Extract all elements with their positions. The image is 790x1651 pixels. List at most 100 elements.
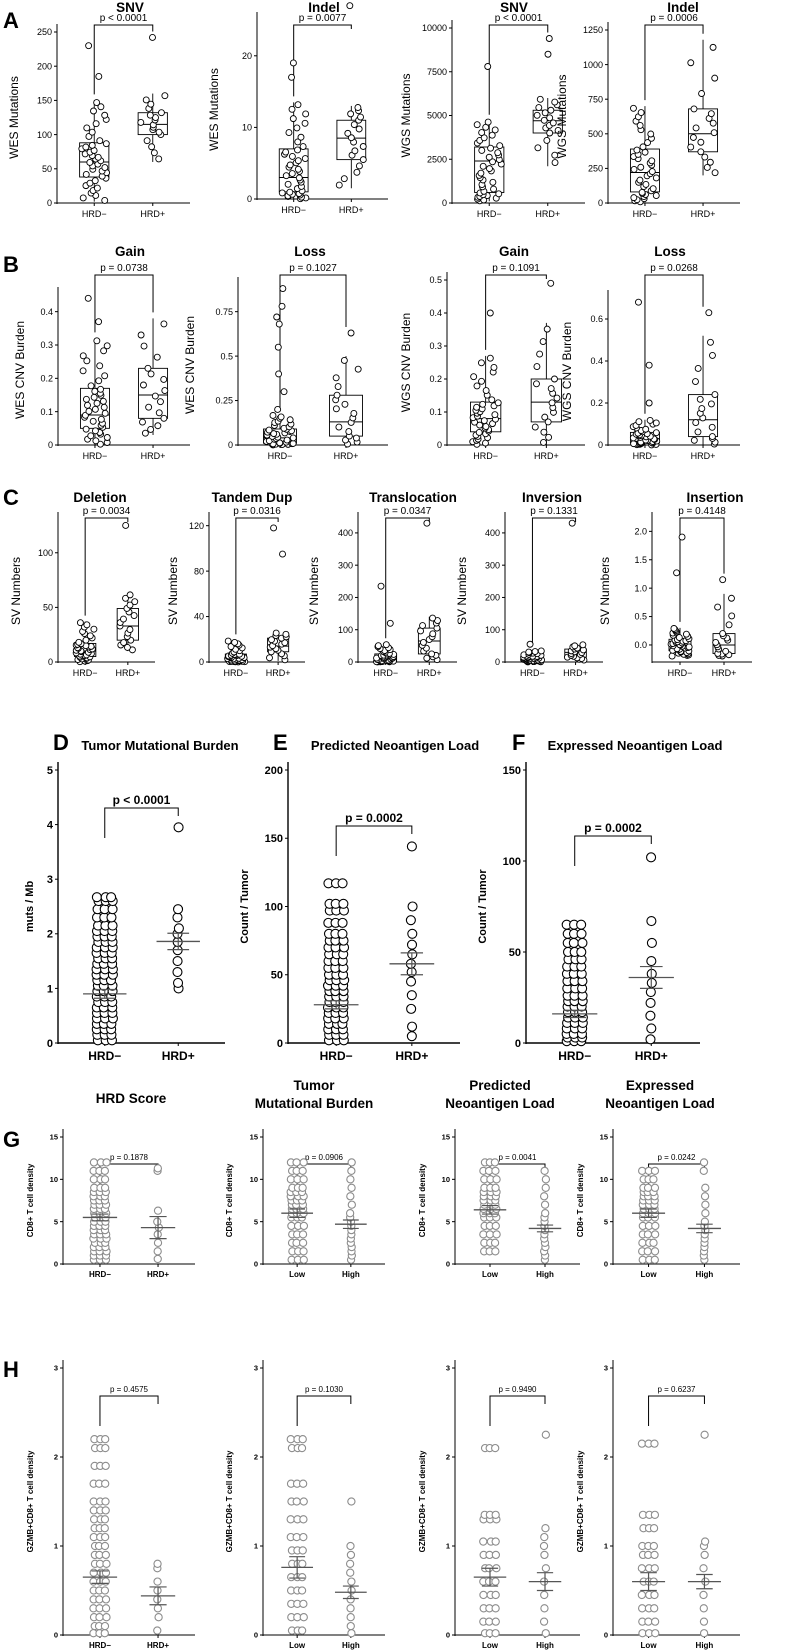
data-point [294, 101, 302, 109]
data-point [153, 1595, 162, 1604]
x-tick-label: HRD− [477, 209, 502, 219]
y-tick-label: 0.5 [220, 351, 233, 361]
y-tick-label: 0 [48, 440, 53, 450]
data-point [90, 393, 98, 401]
data-point [147, 100, 155, 108]
outlier-point [645, 361, 653, 369]
data-point [491, 1590, 500, 1600]
chart-5: 0 0.1 0.2 0.3 0.4 HRD− HRD+ WES CNV Burden Gain p… [13, 244, 190, 461]
data-point [541, 109, 549, 117]
chart-20: 0 5 10 15 Low High CD8+ T cell density Expresse… [576, 1078, 740, 1279]
y-tick-label: 100 [338, 625, 353, 635]
y-tick-label: 0 [598, 198, 603, 208]
data-point [298, 1559, 307, 1568]
data-point [650, 1166, 660, 1176]
data-point [297, 1443, 307, 1453]
data-point [489, 178, 497, 186]
data-point [146, 111, 154, 119]
y-tick-label: 0 [47, 1038, 53, 1050]
y-tick-label: 5 [254, 1217, 258, 1226]
x-tick-label: High [342, 1270, 360, 1279]
data-point [554, 127, 562, 134]
significance-bracket [104, 807, 179, 838]
p-value-label: p = 0.1878 [110, 1153, 149, 1162]
data-point [346, 1621, 355, 1631]
data-point [100, 403, 108, 411]
data-point [696, 395, 704, 403]
data-point [699, 1158, 709, 1167]
data-point [492, 1175, 501, 1184]
chart-title: Expressed Neoantigen Load [548, 738, 723, 753]
data-point [224, 637, 232, 645]
y-tick-label: 1.0 [634, 583, 647, 593]
p-value-label: p = 0.0906 [305, 1153, 344, 1162]
data-point [699, 1617, 709, 1626]
y-tick-label: 15 [442, 1133, 450, 1142]
data-point [338, 898, 349, 909]
data-point [91, 427, 99, 435]
data-point [334, 383, 342, 390]
data-point [690, 105, 698, 113]
p-value-label: p < 0.0001 [495, 13, 543, 24]
data-point [647, 130, 655, 138]
data-point [496, 142, 504, 150]
data-point [344, 129, 352, 137]
significance-bracket [93, 24, 154, 95]
data-point [419, 622, 427, 630]
data-point [122, 594, 129, 602]
data-point [332, 405, 340, 413]
data-point [711, 169, 719, 177]
data-point [722, 647, 730, 655]
data-point [340, 175, 348, 183]
significance-bracket [385, 517, 430, 639]
data-point [157, 398, 164, 406]
data-point [488, 396, 496, 404]
data-point [141, 429, 149, 437]
data-point [650, 1247, 660, 1256]
y-tick-label: 1 [54, 1542, 58, 1551]
data-point [345, 428, 353, 436]
data-point [153, 1559, 162, 1568]
outlier-point [85, 42, 93, 50]
data-point [494, 399, 502, 407]
data-point [476, 421, 484, 429]
data-point [531, 423, 539, 431]
x-tick-label: High [536, 1641, 554, 1650]
y-tick-label: 3 [446, 1364, 450, 1373]
y-tick-label: 0 [437, 440, 442, 450]
data-point [332, 374, 340, 382]
chart-title: SNV [500, 0, 528, 15]
data-point [489, 158, 496, 166]
data-point [102, 1158, 111, 1167]
y-tick-label: 10 [600, 1175, 608, 1184]
y-tick-label: 200 [485, 593, 500, 603]
data-point [153, 1164, 162, 1173]
data-point [645, 997, 656, 1009]
data-point [698, 90, 706, 97]
x-tick-label: HRD+ [162, 1049, 195, 1063]
y-tick-label: 0.5 [634, 612, 647, 622]
data-point [95, 1613, 104, 1622]
outlier-point [547, 279, 555, 287]
y-tick-label: 20 [242, 51, 252, 61]
outlier-point [95, 73, 103, 80]
data-point [687, 143, 695, 151]
data-point [292, 1158, 301, 1167]
y-tick-label: 0.2 [590, 398, 603, 408]
data-point [83, 124, 91, 132]
data-point [548, 399, 556, 407]
chart-21: 0 1 2 3 HRD− HRD+ GZMB+CD8+ T cell density p = … [26, 1360, 195, 1650]
data-point [347, 1586, 356, 1595]
data-point [539, 1617, 549, 1626]
x-tick-label: Low [641, 1270, 658, 1279]
data-point [406, 841, 417, 852]
significance-bracket [84, 517, 129, 616]
data-point [145, 403, 153, 411]
x-tick-label: HRD+ [339, 205, 364, 215]
data-point [480, 417, 488, 425]
data-point [482, 423, 490, 431]
data-point [643, 1247, 652, 1256]
data-point [648, 168, 656, 175]
outlier-point [645, 399, 653, 407]
data-point [540, 438, 547, 446]
